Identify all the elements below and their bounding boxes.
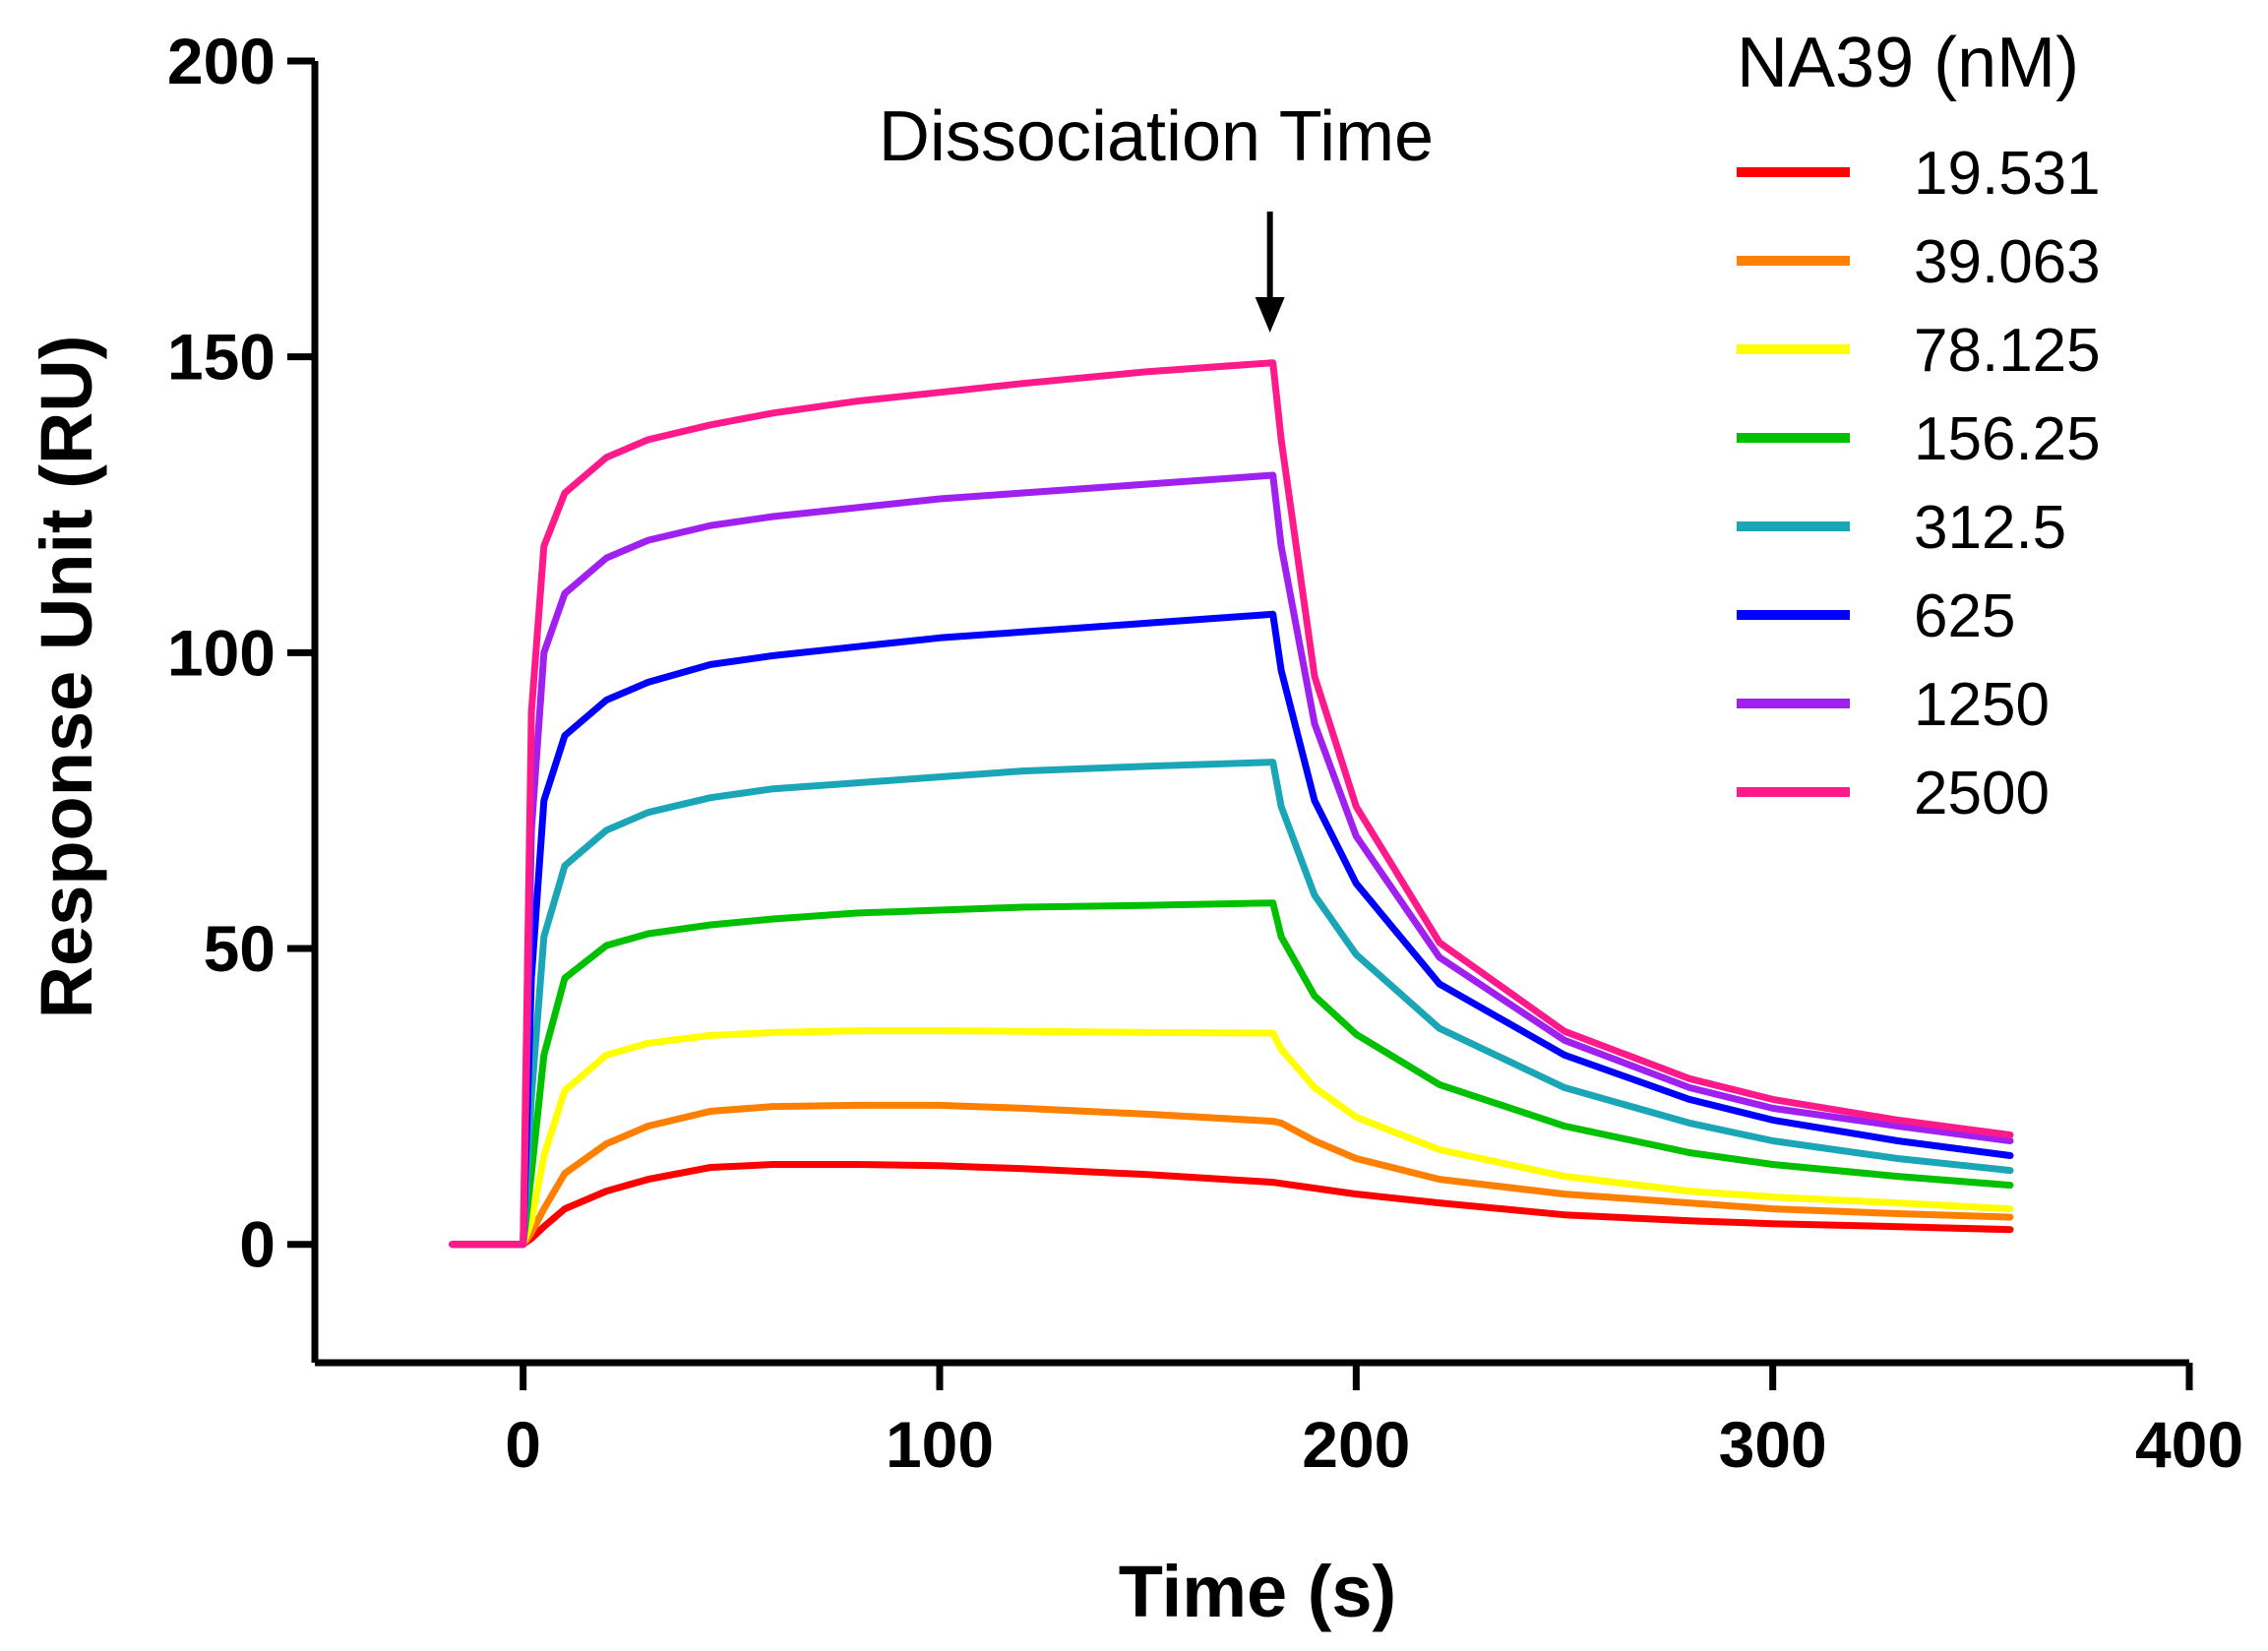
legend-label-156.25: 156.25 [1914, 405, 2101, 473]
x-tick-label: 100 [886, 1408, 994, 1481]
annotation-text: Dissociation Time [879, 97, 1434, 176]
series-line-1250 [449, 471, 2014, 1249]
series-line-156.25 [449, 899, 2014, 1249]
x-tick-label: 0 [505, 1408, 541, 1481]
series-line-2500 [449, 359, 2014, 1249]
y-tick-label: 50 [204, 912, 276, 985]
series-line-19.531 [449, 1161, 2014, 1249]
legend-title: NA39 (nM) [1737, 24, 2079, 102]
y-axis-title: Response Unit (RU) [26, 336, 107, 1019]
legend: NA39 (nM) 19.531 39.063 78.125 156.25 312.5 62… [1737, 24, 2101, 827]
series-line-78.125 [449, 1027, 2014, 1249]
dissociation-annotation: Dissociation Time [879, 97, 1434, 333]
x-tick-label: 400 [2135, 1408, 2243, 1481]
legend-label-19.531: 19.531 [1914, 140, 2101, 208]
x-tick-label: 200 [1302, 1408, 1410, 1481]
series-line-39.063 [449, 1101, 2014, 1249]
legend-label-78.125: 78.125 [1914, 317, 2101, 385]
series-line-625 [449, 610, 2014, 1249]
legend-label-312.5: 312.5 [1914, 494, 2066, 562]
legend-label-625: 625 [1914, 582, 2015, 650]
series-line-312.5 [449, 759, 2014, 1249]
y-tick-label: 200 [167, 25, 276, 97]
axes: 0 50 100 150 200 0 100 200 300 400 [167, 25, 2243, 1481]
x-tick-label: 300 [1719, 1408, 1827, 1481]
annotation-arrow-head [1255, 297, 1285, 333]
x-axis-title: Time (s) [1119, 1551, 1396, 1632]
series-group [449, 359, 2014, 1249]
legend-label-2500: 2500 [1914, 760, 2050, 827]
legend-label-39.063: 39.063 [1914, 228, 2101, 296]
y-tick-label: 0 [239, 1208, 276, 1281]
legend-label-1250: 1250 [1914, 671, 2050, 739]
y-tick-label: 150 [167, 321, 276, 394]
y-tick-label: 100 [167, 616, 276, 689]
